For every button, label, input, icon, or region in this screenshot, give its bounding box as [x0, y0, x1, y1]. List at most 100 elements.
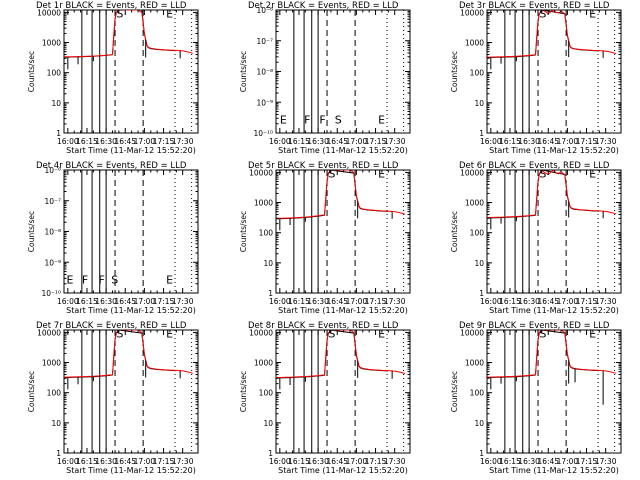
y-tick-label: 1000 [254, 199, 273, 208]
marker-label: F [304, 113, 310, 126]
x-tick-label: 16:45 [114, 457, 136, 466]
y-tick-label: 1 [479, 129, 484, 138]
x-tick-label: 17:30 [172, 137, 194, 146]
y-tick-label: 10⁻¹⁰ [253, 129, 273, 138]
x-axis-label: Start Time (11-Mar-12 15:52:20) [66, 466, 196, 475]
y-tick-label: 100 [259, 229, 274, 238]
y-tick-label: 100 [47, 69, 62, 78]
marker-label: S [116, 7, 123, 20]
x-tick-label: 17:15 [365, 137, 387, 146]
y-tick-label: 1000 [465, 359, 484, 368]
x-tick-label: 17:15 [153, 297, 175, 306]
x-tick-label: 16:30 [307, 137, 329, 146]
y-tick-label: 10000 [249, 328, 273, 337]
panel-title: Det 4r BLACK = Events, RED = LLD [36, 161, 187, 171]
y-tick-label: 10000 [460, 328, 484, 337]
x-tick-label: 16:15 [288, 457, 310, 466]
x-tick-label: 16:45 [114, 137, 136, 146]
x-tick-label: 17:00 [557, 297, 579, 306]
marker-label: S [328, 327, 335, 340]
y-tick-label: 10 [474, 99, 484, 108]
x-tick-label: 16:30 [307, 457, 329, 466]
panel-title: Det 1r BLACK = Events, RED = LLD [36, 1, 187, 11]
y-tick-label: 1000 [465, 39, 484, 48]
marker-label: E [67, 273, 74, 286]
x-tick-label: 17:30 [384, 457, 406, 466]
x-tick-label: 17:30 [172, 297, 194, 306]
x-axis-label: Start Time (11-Mar-12 15:52:20) [489, 146, 619, 155]
panel-title: Det 2r BLACK = Events, RED = LLD [248, 1, 399, 11]
y-axis-label: Counts/sec [27, 51, 36, 92]
y-tick-label: 10 [51, 99, 61, 108]
marker-label: E [280, 113, 287, 126]
x-tick-label: 16:30 [95, 457, 117, 466]
x-axis-label: Start Time (11-Mar-12 15:52:20) [278, 306, 408, 315]
plot-frame [486, 169, 622, 294]
marker-label: E [378, 327, 385, 340]
y-tick-label: 10000 [460, 168, 484, 177]
y-tick-label: 100 [259, 389, 274, 398]
panel-title: Det 7r BLACK = Events, RED = LLD [36, 321, 187, 331]
x-tick-label: 16:45 [326, 297, 348, 306]
y-tick-label: 100 [470, 229, 485, 238]
x-tick-label: 17:15 [576, 137, 598, 146]
y-tick-label: 10⁻¹⁰ [41, 289, 61, 298]
x-tick-label: 17:30 [595, 137, 617, 146]
y-axis-label: Counts/sec [239, 211, 248, 252]
marker-label: E [166, 273, 173, 286]
x-tick-label: 16:15 [288, 137, 310, 146]
x-tick-label: 17:30 [595, 297, 617, 306]
y-axis-label: Counts/sec [239, 51, 248, 92]
series-lld [487, 330, 617, 378]
x-tick-label: 17:00 [557, 137, 579, 146]
panel-title: Det 3r BLACK = Events, RED = LLD [459, 1, 610, 11]
y-tick-label: 10 [263, 259, 273, 268]
y-tick-label: 100 [47, 389, 62, 398]
x-tick-label: 17:15 [153, 457, 175, 466]
x-tick-label: 17:15 [576, 297, 598, 306]
x-tick-label: 16:00 [269, 297, 291, 306]
x-tick-label: 16:00 [269, 137, 291, 146]
x-tick-label: 17:00 [346, 297, 368, 306]
marker-label: F [82, 273, 88, 286]
y-tick-label: 1 [56, 129, 61, 138]
y-tick-label: 10 [474, 419, 484, 428]
x-axis-label: Start Time (11-Mar-12 15:52:20) [489, 466, 619, 475]
panel-title: Det 9r BLACK = Events, RED = LLD [459, 321, 610, 331]
x-tick-label: 17:30 [172, 457, 194, 466]
x-tick-label: 16:30 [518, 137, 540, 146]
y-tick-label: 10 [263, 419, 273, 428]
x-tick-label: 16:30 [518, 457, 540, 466]
panel-title: Det 5r BLACK = Events, RED = LLD [248, 161, 399, 171]
y-tick-label: 10⁻⁸ [44, 228, 61, 237]
y-tick-label: 10⁻⁹ [44, 258, 61, 267]
plot-frame [275, 9, 411, 134]
x-tick-label: 17:00 [346, 457, 368, 466]
x-tick-label: 17:30 [595, 457, 617, 466]
x-tick-label: 16:45 [537, 137, 559, 146]
y-tick-label: 10 [51, 419, 61, 428]
marker-label: S [328, 167, 335, 180]
x-tick-label: 16:15 [76, 297, 98, 306]
x-tick-label: 16:00 [480, 137, 502, 146]
x-axis-label: Start Time (11-Mar-12 15:52:20) [66, 146, 196, 155]
x-tick-label: 16:00 [57, 297, 79, 306]
y-tick-label: 1 [479, 449, 484, 458]
plot-frame [275, 329, 411, 454]
y-tick-label: 10 [474, 259, 484, 268]
x-tick-label: 17:15 [576, 457, 598, 466]
x-axis-label: Start Time (11-Mar-12 15:52:20) [278, 466, 408, 475]
x-tick-label: 16:15 [499, 297, 521, 306]
x-tick-label: 17:15 [365, 297, 387, 306]
series-lld [64, 330, 194, 378]
x-tick-label: 16:15 [499, 457, 521, 466]
x-tick-label: 16:00 [269, 457, 291, 466]
plot-frame [486, 9, 622, 134]
x-tick-label: 17:00 [557, 457, 579, 466]
